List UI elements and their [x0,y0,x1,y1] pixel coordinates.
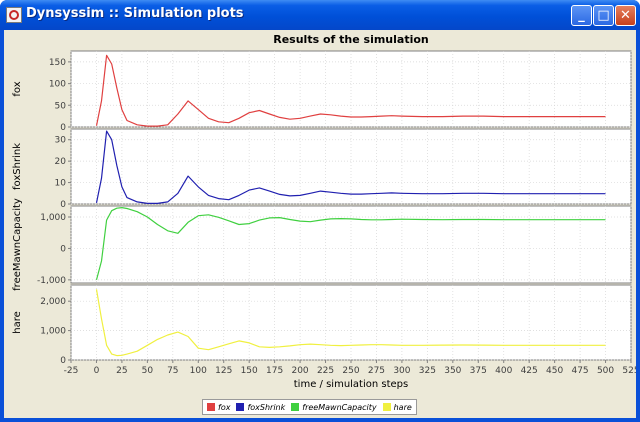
series-line-hare [95,289,606,357]
x-tick-label: 100 [190,366,207,376]
plot-area-freeMawnCapacity [70,205,632,284]
legend-label-freemawncapacity: freeMawnCapacity [302,402,377,412]
legend: fox foxShrink freeMawnCapacity hare [202,399,417,415]
window-title: Dynsyssim :: Simulation plots [26,6,244,21]
x-tick-label: 450 [546,366,563,376]
x-tick-label: 175 [266,366,283,376]
y-tick-label: 1,000 [40,327,66,337]
y-tick-label: 10 [55,179,67,189]
legend-item-foxshrink: foxShrink [236,403,285,412]
y-tick-label: 0 [60,123,66,133]
y-axis-label-foxShrink: foxShrink [12,143,23,190]
maximize-button[interactable]: □ [593,5,614,26]
x-tick-label: 225 [317,366,334,376]
legend-label-hare: hare [393,402,412,412]
legend-swatch-fox [207,403,215,411]
x-tick-label: 425 [521,366,538,376]
x-tick-label: 350 [444,366,461,376]
y-tick-label: 20 [55,157,67,167]
x-tick-label: 25 [116,366,127,376]
chart-title: Results of the simulation [273,33,429,46]
x-tick-label: 125 [215,366,232,376]
x-tick-label: 325 [419,366,436,376]
close-button[interactable]: ✕ [615,5,636,26]
x-tick-label: 250 [342,366,359,376]
y-tick-label: 0 [60,200,66,210]
y-tick-label: 100 [49,80,66,90]
y-tick-label: 1,000 [40,213,66,223]
plot-area-fox [70,50,632,128]
legend-item-freemawncapacity: freeMawnCapacity [291,402,377,412]
app-icon [6,7,22,23]
y-tick-label: -1,000 [37,276,66,286]
y-tick-label: 150 [49,58,66,68]
client-area: Results of the simulation 0 50 100 150 fox 0 10… [4,30,640,418]
legend-item-hare: hare [382,402,412,412]
y-axis-label-hare: hare [12,311,23,334]
simulation-chart: Results of the simulation050100150fox010… [12,33,640,390]
legend-swatch-hare [382,403,391,411]
x-tick-label: 525 [622,366,636,376]
legend-label-fox: fox [218,402,231,412]
x-tick-label: -25 [64,366,79,376]
legend-swatch-freemawncapacity [291,403,300,411]
y-axis-label-freeMawnCapacity: freeMawnCapacity [12,198,23,291]
legend-item-fox: fox [207,403,230,412]
legend-swatch-foxshrink [236,403,245,411]
y-tick-label: 0 [60,356,66,366]
x-tick-label: 50 [142,366,154,376]
x-tick-label: 150 [241,366,258,376]
series-line-fox [95,54,606,127]
series-line-foxShrink [95,130,606,204]
x-tick-label: 475 [571,366,588,376]
chart-panel: Results of the simulation 0 50 100 150 fox 0 10… [4,30,640,418]
y-tick-label: 0 [60,244,66,254]
x-tick-label: 0 [94,366,100,376]
x-tick-label: 75 [167,366,178,376]
x-tick-label: 300 [393,366,410,376]
y-axis-label-fox: fox [12,81,23,96]
series-line-freeMawnCapacity [95,207,606,281]
title-bar[interactable]: Dynsyssim :: Simulation plots _ □ ✕ [0,0,640,30]
x-tick-label: 400 [495,366,512,376]
y-tick-label: 30 [55,136,67,146]
x-axis-label: time / simulation steps [294,379,408,390]
x-tick-label: 500 [597,366,614,376]
minimize-button[interactable]: _ [571,5,592,26]
y-tick-label: 50 [55,101,67,111]
x-tick-label: 200 [291,366,308,376]
x-tick-label: 275 [368,366,385,376]
y-tick-label: 2,000 [40,297,66,307]
x-tick-label: 375 [470,366,487,376]
legend-label-foxshrink: foxShrink [247,402,286,412]
